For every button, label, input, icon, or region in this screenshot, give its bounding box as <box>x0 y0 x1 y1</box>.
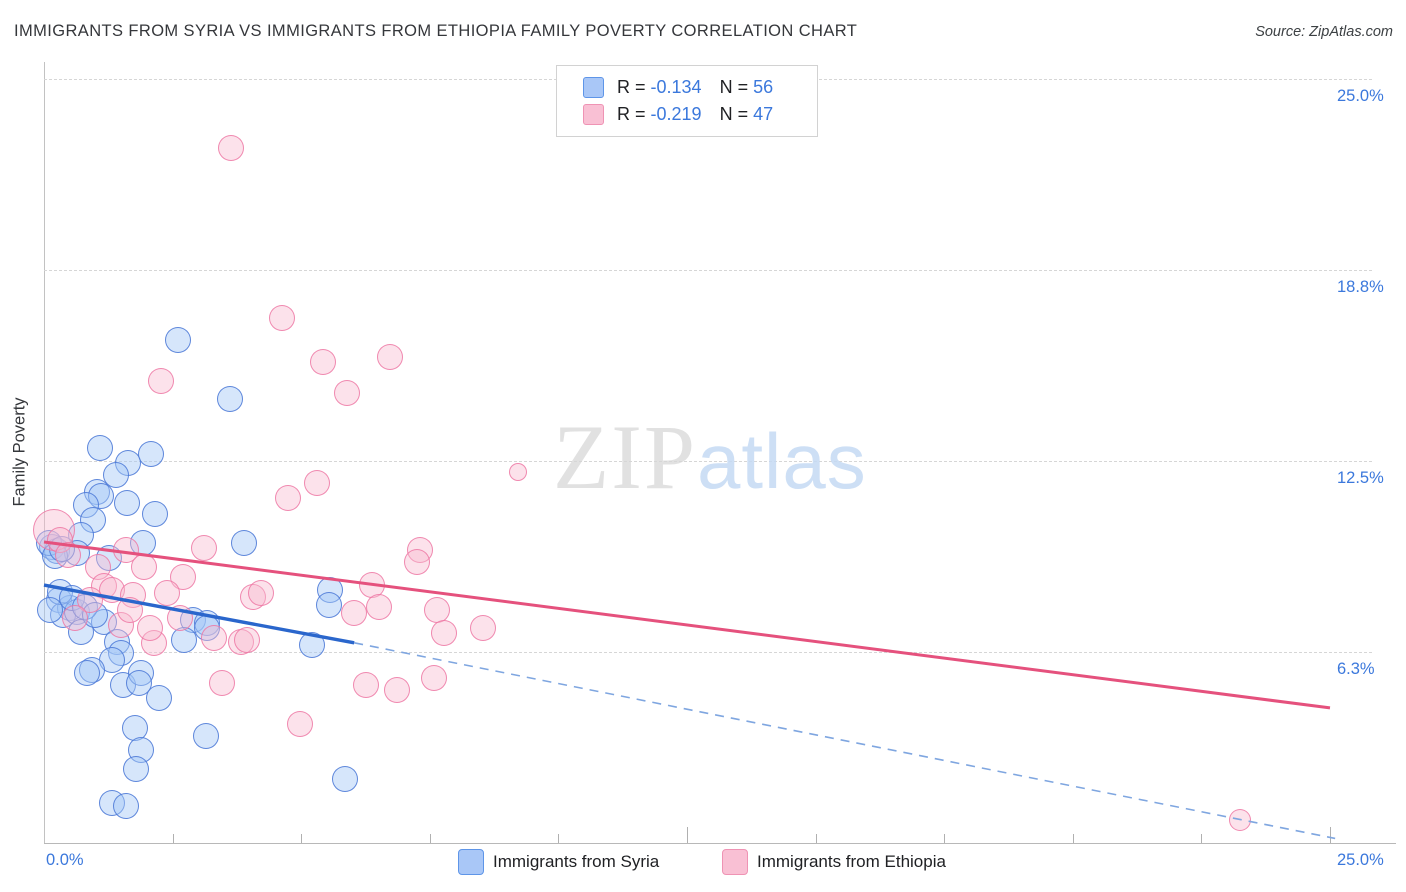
scatter-point[interactable] <box>61 605 88 632</box>
y-axis-line <box>44 62 45 843</box>
scatter-point[interactable] <box>309 348 336 375</box>
scatter-point[interactable] <box>231 529 258 556</box>
scatter-point[interactable] <box>509 463 528 481</box>
legend-label-syria: Immigrants from Syria <box>493 852 660 871</box>
scatter-point[interactable] <box>420 664 447 691</box>
r-label: R = <box>617 77 651 97</box>
scatter-point[interactable] <box>304 470 331 496</box>
syria-swatch-icon <box>583 77 604 98</box>
x-tick <box>815 834 817 843</box>
scatter-point[interactable] <box>377 344 404 371</box>
x-axis-min-label: 0.0% <box>46 851 84 869</box>
r-label: R = <box>617 104 651 124</box>
r-value: -0.219 <box>650 104 702 124</box>
legend-item-ethiopia[interactable]: Immigrants from Ethiopia <box>722 849 946 875</box>
x-tick <box>1072 834 1074 843</box>
x-tick <box>558 834 560 843</box>
scatter-point[interactable] <box>113 489 140 516</box>
scatter-point[interactable] <box>353 672 379 698</box>
scatter-point[interactable] <box>315 591 342 618</box>
y-gridline <box>44 270 1372 271</box>
y-tick-label: 12.5% <box>1337 469 1384 487</box>
source-credit: Source: ZipAtlas.com <box>1255 24 1393 40</box>
scatter-point[interactable] <box>170 627 197 654</box>
scatter-point[interactable] <box>269 304 296 331</box>
scatter-point[interactable] <box>146 684 173 711</box>
legend-label-ethiopia: Immigrants from Ethiopia <box>757 852 946 871</box>
n-value: 47 <box>753 104 774 124</box>
scatter-point[interactable] <box>217 385 244 412</box>
x-tick <box>1201 834 1203 843</box>
scatter-point[interactable] <box>365 594 392 621</box>
scatter-point[interactable] <box>299 631 325 658</box>
page-title: IMMIGRANTS FROM SYRIA VS IMMIGRANTS FROM… <box>14 22 858 40</box>
zipatlas-watermark: ZIPatlas <box>553 404 867 510</box>
scatter-point[interactable] <box>217 135 244 162</box>
scatter-point[interactable] <box>403 548 430 575</box>
x-tick <box>687 827 688 843</box>
scatter-point[interactable] <box>274 484 301 511</box>
n-value: 56 <box>753 77 774 97</box>
scatter-point[interactable] <box>142 500 169 527</box>
bottom-legend: Immigrants from Syria Immigrants from Et… <box>0 849 1406 881</box>
y-axis-label: Family Poverty <box>10 397 29 507</box>
x-tick <box>429 834 431 843</box>
scatter-point[interactable] <box>153 580 180 607</box>
scatter-point[interactable] <box>200 624 227 651</box>
correlation-stats-box: R = -0.134 N = 56 R = -0.219 N = 47 <box>556 65 818 137</box>
x-tick <box>944 834 946 843</box>
ethiopia-legend-swatch-icon <box>722 849 748 875</box>
scatter-point[interactable] <box>112 793 139 820</box>
scatter-point[interactable] <box>190 535 217 562</box>
x-axis-line <box>44 843 1396 844</box>
x-tick <box>172 834 174 843</box>
scatter-point[interactable] <box>383 676 410 703</box>
scatter-point[interactable] <box>470 615 497 642</box>
scatter-point[interactable] <box>341 599 368 626</box>
stats-row-ethiopia: R = -0.219 N = 47 <box>583 101 817 128</box>
x-tick <box>1330 827 1331 843</box>
scatter-point[interactable] <box>208 669 235 696</box>
scatter-point[interactable] <box>431 620 458 647</box>
x-axis-max-label: 25.0% <box>1337 851 1384 869</box>
scatter-point[interactable] <box>164 326 191 353</box>
watermark-zip: ZIP <box>553 406 697 508</box>
ethiopia-trend-line <box>43 540 1331 710</box>
scatter-point[interactable] <box>331 766 358 793</box>
r-value: -0.134 <box>650 77 702 97</box>
x-tick <box>301 834 303 843</box>
scatter-point[interactable] <box>130 554 157 581</box>
scatter-point[interactable] <box>123 756 150 783</box>
ethiopia-swatch-icon <box>583 104 604 125</box>
legend-item-syria[interactable]: Immigrants from Syria <box>458 849 659 875</box>
scatter-point[interactable] <box>1228 809 1251 832</box>
y-gridline <box>44 461 1372 462</box>
y-tick-label: 6.3% <box>1337 660 1375 678</box>
n-label: N = <box>719 77 754 97</box>
scatter-point[interactable] <box>136 615 163 642</box>
y-tick-label: 18.8% <box>1337 278 1384 296</box>
scatter-point[interactable] <box>137 440 164 467</box>
scatter-point[interactable] <box>248 580 275 607</box>
stats-row-syria: R = -0.134 N = 56 <box>583 74 817 101</box>
scatter-point[interactable] <box>147 367 174 394</box>
scatter-point[interactable] <box>87 434 114 461</box>
scatter-point[interactable] <box>234 627 261 654</box>
syria-trend-line-extrapolated <box>354 642 1336 840</box>
y-tick-label: 25.0% <box>1337 87 1384 105</box>
scatter-point[interactable] <box>333 379 360 406</box>
scatter-point[interactable] <box>287 711 314 738</box>
scatter-point[interactable] <box>166 605 193 632</box>
scatter-point[interactable] <box>193 723 220 750</box>
syria-legend-swatch-icon <box>458 849 484 875</box>
n-label: N = <box>719 104 754 124</box>
